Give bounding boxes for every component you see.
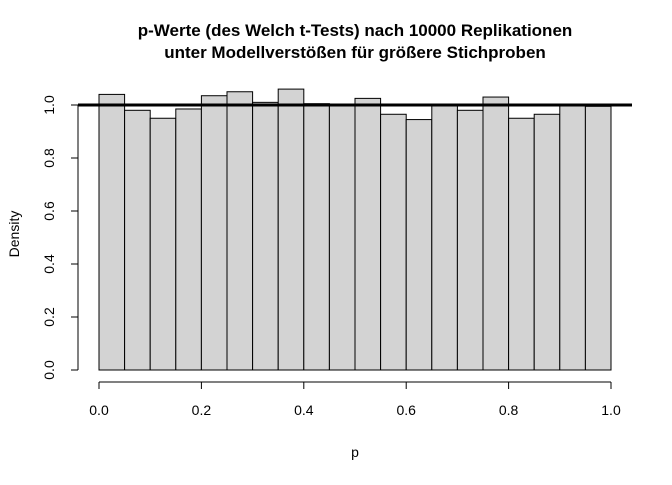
y-tick-label: 0.6	[41, 201, 57, 221]
x-tick-label: 0.4	[294, 402, 314, 418]
chart-title-line1: p-Werte (des Welch t-Tests) nach 10000 R…	[138, 21, 573, 40]
histogram-bar	[405, 119, 433, 371]
x-tick-label: 0.6	[396, 402, 416, 418]
x-axis-label: p	[351, 444, 359, 460]
histogram-bar	[380, 113, 407, 371]
histogram-bar	[252, 101, 279, 371]
histogram-bar	[303, 103, 330, 371]
bars-group	[98, 88, 612, 371]
histogram-bar	[584, 105, 612, 371]
histogram-bar	[124, 109, 151, 371]
histogram-bar	[200, 95, 228, 371]
histogram-bar	[431, 104, 458, 371]
y-tick-label: 1.0	[41, 95, 57, 115]
y-axis: 0.0 0.2 0.4 0.6 0.8 1.0	[41, 95, 79, 380]
histogram-bar	[277, 88, 305, 371]
x-tick-label: 0.2	[192, 402, 212, 418]
x-tick-label: 0.8	[499, 402, 519, 418]
y-tick-label: 0.0	[41, 360, 57, 380]
histogram-bar	[328, 104, 356, 371]
histogram-bar	[456, 109, 484, 371]
histogram-bar	[98, 93, 126, 371]
y-tick-label: 0.8	[41, 148, 57, 168]
histogram-bar	[533, 113, 561, 371]
histogram-bar	[149, 117, 177, 371]
histogram-bar	[226, 91, 254, 371]
x-axis: 0.0 0.2 0.4 0.6 0.8 1.0	[89, 381, 621, 418]
x-tick-label: 0.0	[89, 402, 109, 418]
histogram-bar	[559, 104, 586, 371]
x-tick-label: 1.0	[601, 402, 621, 418]
y-axis-label: Density	[6, 211, 22, 258]
y-tick-label: 0.4	[41, 254, 57, 274]
histogram-bar	[508, 117, 535, 371]
histogram-bar	[354, 97, 382, 371]
chart-title-line2: unter Modellverstößen für größere Stichp…	[164, 43, 546, 62]
histogram-bar	[482, 96, 510, 371]
y-tick-label: 0.2	[41, 307, 57, 327]
histogram-bar	[175, 108, 202, 371]
